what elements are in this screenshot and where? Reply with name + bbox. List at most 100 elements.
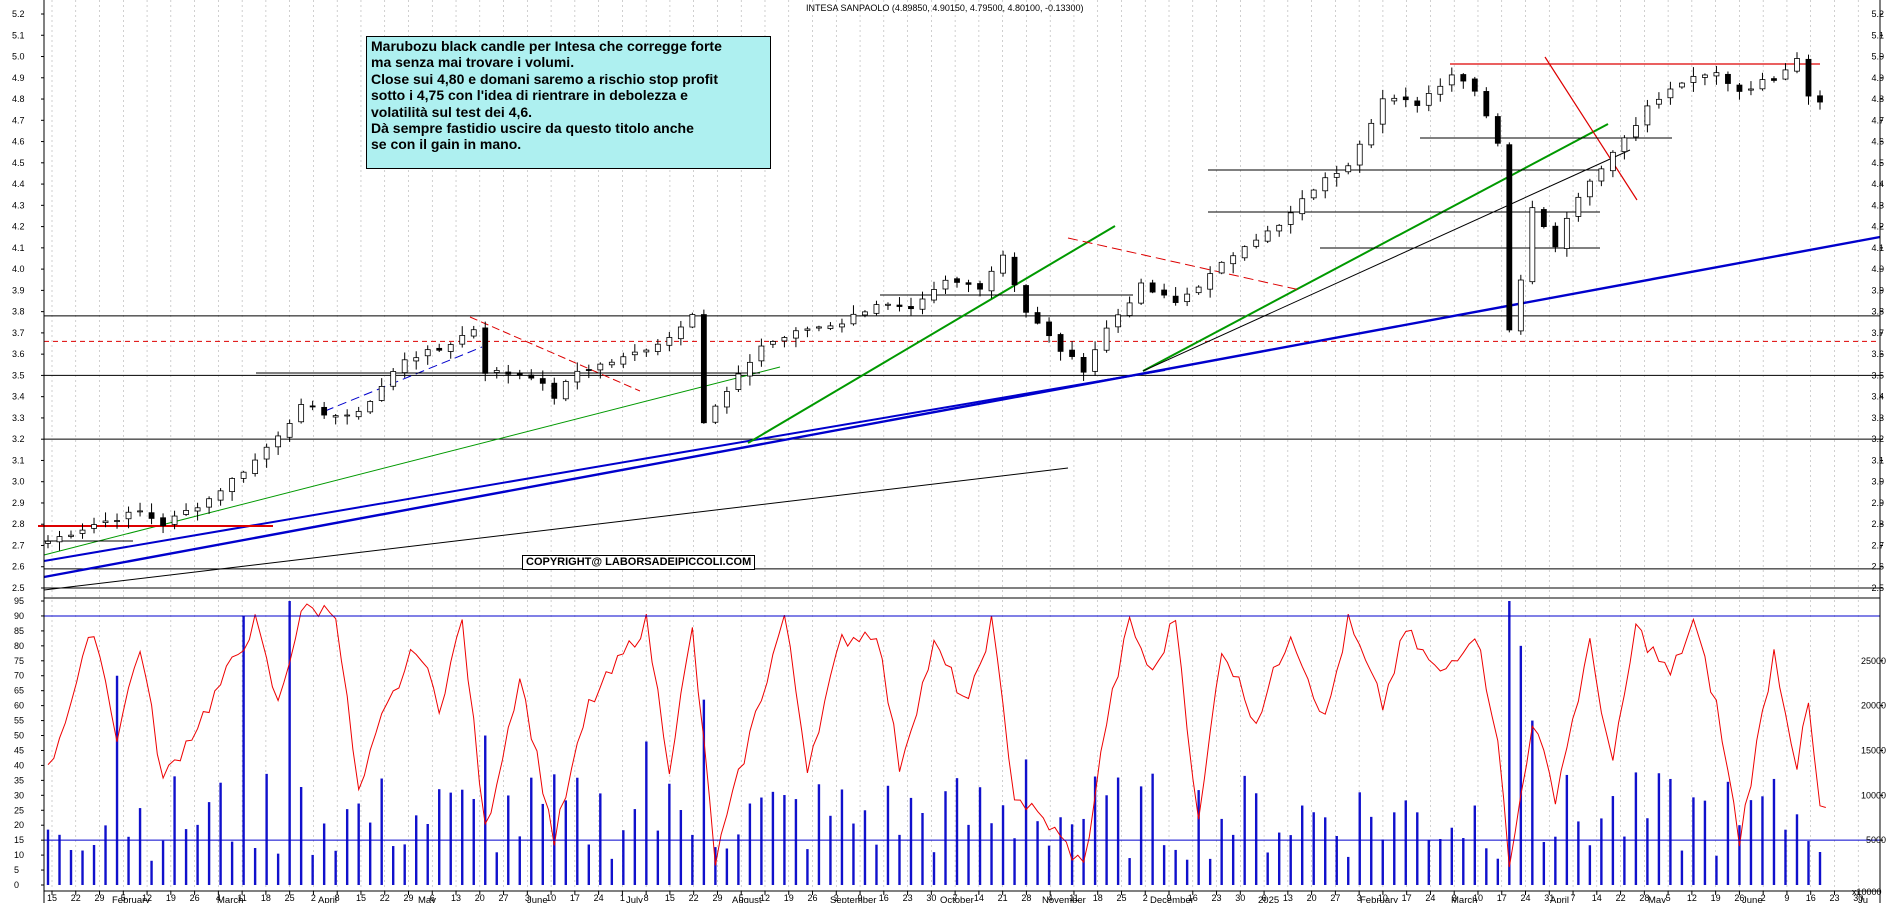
- price-tick-label: 3.4: [1871, 392, 1884, 402]
- volume-bar: [230, 841, 234, 885]
- candle-body: [620, 356, 627, 365]
- price-tick-label: 3.3: [12, 413, 25, 423]
- red-dashed-resistance-november: [1067, 237, 1301, 291]
- candle-body: [344, 414, 351, 417]
- oscillator-tick-label: 75: [14, 656, 24, 666]
- date-tick-label: 11: [1069, 893, 1078, 903]
- candle-body: [332, 415, 339, 418]
- candle-body: [1667, 88, 1674, 99]
- candle-body: [816, 326, 822, 329]
- oscillator-line: [47, 603, 1826, 868]
- volume-bar: [944, 791, 947, 885]
- candle-body: [1345, 165, 1352, 173]
- volume-bar: [1324, 817, 1327, 885]
- date-tick-label: 2: [834, 893, 839, 903]
- candle-body: [390, 371, 397, 387]
- price-tick-label: 4.7: [12, 115, 25, 125]
- date-tick-label: 6: [430, 893, 435, 903]
- volume-bar: [1634, 772, 1638, 885]
- candle-body: [447, 344, 454, 352]
- candle-body: [160, 517, 166, 526]
- candle-body: [700, 314, 707, 424]
- volume-bar: [1416, 812, 1419, 885]
- candle-body: [1057, 334, 1064, 352]
- date-tick-label: 19: [166, 893, 176, 903]
- volume-bar: [299, 787, 303, 885]
- volume-bar: [1554, 836, 1557, 885]
- candle-body: [942, 279, 949, 290]
- price-tick-label: 3.3: [1871, 413, 1884, 423]
- oscillator-tick-label: 10: [14, 850, 24, 860]
- volume-bar: [1542, 842, 1546, 885]
- volume-tick-label: 15000: [1861, 745, 1886, 755]
- oscillator-tick-label: 95: [14, 596, 24, 606]
- date-tick-label: 26: [190, 893, 200, 903]
- price-tick-label: 4.1: [12, 243, 25, 253]
- candle-body: [908, 306, 914, 310]
- volume-axis-right: 25000 20000 15000 10000 5000: [1861, 656, 1886, 845]
- date-tick-label: 12: [760, 893, 770, 903]
- date-tick-label: 14: [974, 893, 984, 903]
- volume-bar: [242, 615, 245, 885]
- candle-body: [194, 507, 201, 512]
- candle-body: [482, 327, 489, 374]
- volume-bar: [1726, 781, 1730, 885]
- oscillator-tick-label: 85: [14, 626, 24, 636]
- black-long-trendline: [43, 467, 1069, 591]
- volume-bar: [771, 791, 775, 885]
- date-tick-label: 16: [1806, 893, 1816, 903]
- date-tick-label: 5: [121, 893, 126, 903]
- month-label: February: [112, 895, 150, 903]
- date-tick-label: 31: [1544, 893, 1554, 903]
- note-line: sotto i 4,75 con l'idea di rientrare in …: [371, 87, 688, 104]
- date-tick-label: 8: [644, 893, 649, 903]
- volume-bar: [219, 782, 222, 885]
- price-tick-label: 4.7: [1871, 115, 1884, 125]
- date-tick-label: 22: [380, 893, 390, 903]
- candle-body: [125, 511, 132, 520]
- candle-body: [1471, 78, 1478, 92]
- copyright-label: COPYRIGHT@ LABORSADEIPICCOLI.COM: [522, 555, 756, 570]
- candle-body: [45, 540, 51, 544]
- candle-body: [1310, 189, 1317, 199]
- volume-bar: [909, 797, 913, 885]
- price-tick-label: 2.6: [1871, 562, 1884, 572]
- date-tick-label: 27: [499, 893, 509, 903]
- volume-bar: [829, 815, 832, 885]
- volume-bar: [1404, 800, 1407, 885]
- volume-bar: [1139, 786, 1143, 885]
- note-line: se con il gain in mano.: [371, 136, 522, 153]
- candle-body: [355, 411, 362, 418]
- date-tick-label: 14: [1592, 893, 1602, 903]
- candle-body: [401, 359, 408, 374]
- volume-bar: [1220, 818, 1223, 885]
- volume-bar: [668, 783, 671, 885]
- candle-body: [666, 337, 673, 346]
- candle-body: [1379, 98, 1386, 125]
- volume-bar: [81, 850, 84, 885]
- volume-bar: [1358, 792, 1361, 885]
- volume-bar: [127, 836, 130, 885]
- date-tick-label: 17: [1497, 893, 1507, 903]
- price-tick-label: 2.8: [12, 519, 25, 529]
- candle-body: [1287, 212, 1294, 225]
- volume-bar: [357, 803, 360, 885]
- date-tick-label: 22: [1616, 893, 1626, 903]
- candle-body: [1195, 286, 1202, 294]
- date-tick-label: 13: [451, 893, 461, 903]
- volume-bar: [161, 840, 165, 885]
- candle-body: [1575, 196, 1582, 217]
- candlesticks: [45, 52, 1823, 551]
- volume-bar: [1795, 814, 1799, 885]
- candle-body: [1759, 79, 1766, 90]
- candle-body: [539, 378, 546, 384]
- price-tick-label: 3.8: [12, 307, 25, 317]
- volume-bar: [1024, 759, 1028, 885]
- candle-body: [1138, 282, 1145, 304]
- price-tick-label: 3.1: [1871, 455, 1884, 465]
- candle-body: [171, 515, 178, 525]
- candle-body: [217, 490, 224, 501]
- price-tick-label: 3.4: [12, 392, 25, 402]
- oscillator-tick-label: 20: [14, 820, 24, 830]
